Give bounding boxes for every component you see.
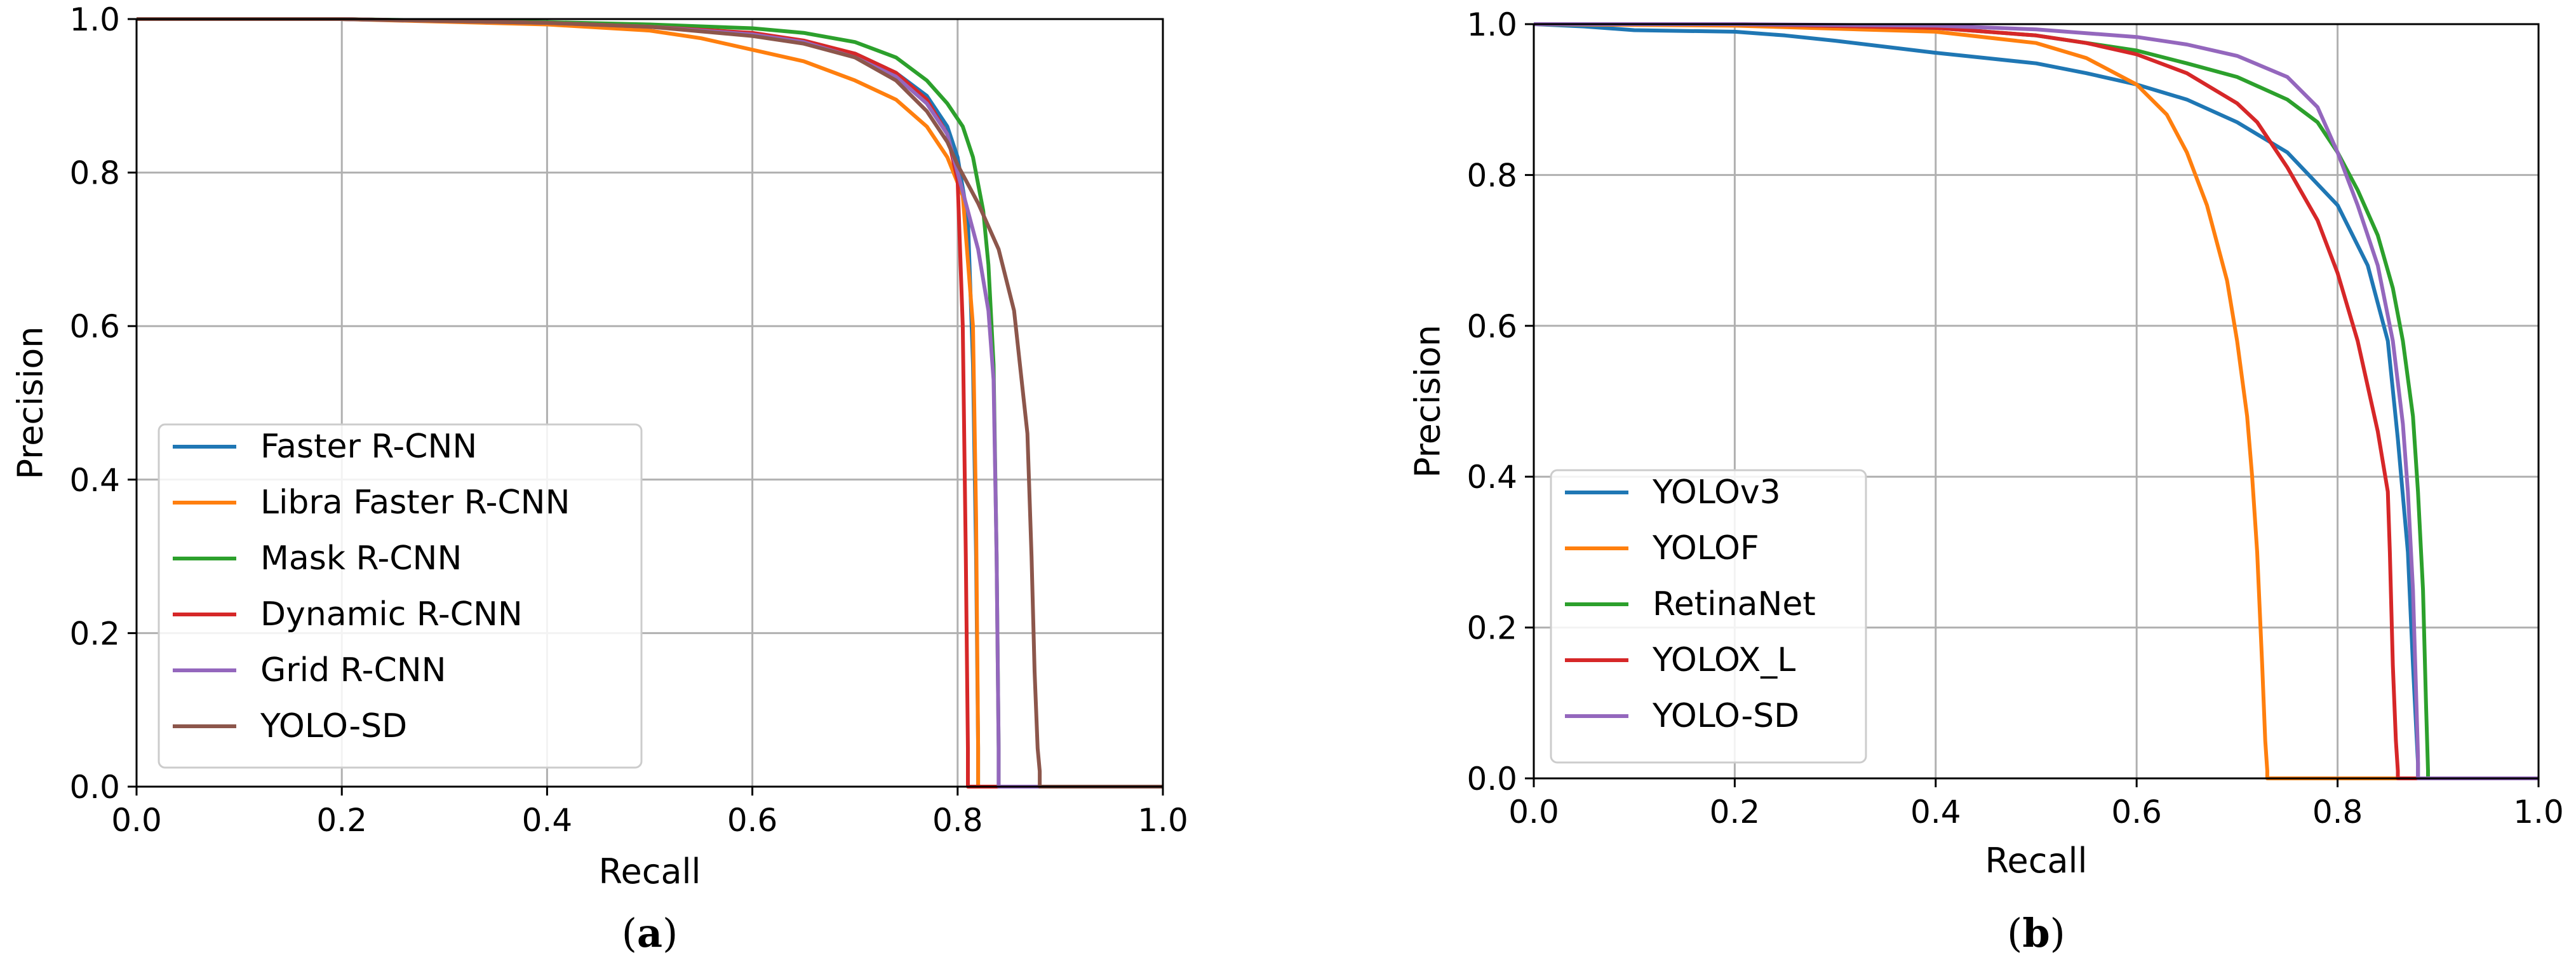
- series-line-yolo-sd: [137, 17, 1163, 789]
- legend-box: [158, 423, 643, 769]
- x-tick-label: 0.8: [932, 802, 983, 839]
- legend-label: YOLOF: [1652, 529, 1759, 567]
- legend-label: RetinaNet: [1653, 585, 1816, 623]
- x-tick-label: 1.0: [1137, 802, 1188, 839]
- x-tick-label: 0.0: [1508, 794, 1559, 830]
- x-tick-label: 0.2: [316, 802, 367, 839]
- legend-label: Dynamic R-CNN: [260, 595, 523, 634]
- legend: YOLOv3 YOLOF RetinaNet YOLOX_L YOLO-SD: [1550, 469, 1867, 764]
- y-tick-label: 0.0: [1466, 761, 1517, 797]
- x-tick-label: 0.4: [522, 802, 573, 839]
- axes-frame: [135, 18, 1164, 788]
- y-tick-label: 0.6: [69, 308, 120, 345]
- legend-label: Libra Faster R-CNN: [260, 484, 570, 522]
- series-line-yolov3: [1533, 22, 2539, 780]
- y-tick-label: 0.2: [1466, 610, 1517, 647]
- legend: Faster R-CNN Libra Faster R-CNN Mask R-CNN…: [158, 423, 643, 769]
- x-axis-title: Recall: [1985, 841, 2087, 881]
- y-axis-title: Precision: [11, 327, 51, 480]
- series-lines: [137, 17, 1163, 789]
- x-tick-label: 0.6: [727, 802, 778, 839]
- legend-label: YOLO-SD: [1652, 697, 1799, 735]
- legend-label: YOLOv3: [1652, 473, 1781, 512]
- x-tick-label: 0.8: [2312, 794, 2363, 830]
- x-tick-label: 0.4: [1910, 794, 1961, 830]
- series-line-yolox-l: [1534, 22, 2539, 780]
- series-line-libra-faster-r-cnn: [137, 17, 1163, 789]
- x-tick-label: 0.0: [111, 802, 162, 839]
- chart-panel-b: 0.0 0.2 0.4 0.6 0.8 1.0 0.0 0.2 0.4 0.6 0.8 1.0 Reca…: [1408, 6, 2564, 956]
- series-line-yolo-sd: [1534, 22, 2539, 780]
- panel-caption: (a): [622, 910, 678, 956]
- x-tick-label: 1.0: [2513, 794, 2564, 830]
- axes-frame: [1533, 23, 2540, 780]
- legend-label: Mask R-CNN: [260, 539, 462, 578]
- series-lines: [1533, 22, 2539, 780]
- y-axis-title: Precision: [1408, 325, 1448, 478]
- y-tick-label: 0.0: [69, 769, 120, 806]
- y-tick-label: 0.8: [69, 155, 120, 192]
- y-tick-label: 0.8: [1466, 157, 1517, 194]
- tick-labels: 0.0 0.2 0.4 0.6 0.8 1.0 0.0 0.2 0.4 0.6 0.8 1.0: [69, 1, 1188, 839]
- series-line-yolof: [1533, 22, 2539, 780]
- x-tick-label: 0.6: [2111, 794, 2162, 830]
- chart-panel-a: 0.0 0.2 0.4 0.6 0.8 1.0 0.0 0.2 0.4 0.6 0.8 1.0 Reca…: [11, 1, 1188, 956]
- legend-label: YOLOX_L: [1652, 641, 1795, 679]
- y-tick-label: 0.4: [1466, 459, 1517, 496]
- y-tick-label: 1.0: [1466, 6, 1517, 43]
- y-tick-label: 0.2: [69, 615, 120, 652]
- x-tick-label: 0.2: [1710, 794, 1761, 830]
- legend-box: [1550, 469, 1867, 764]
- y-tick-label: 0.6: [1466, 308, 1517, 345]
- x-axis-title: Recall: [598, 851, 701, 891]
- legend-label: YOLO-SD: [260, 707, 407, 745]
- panel-caption: (b): [2007, 910, 2065, 956]
- y-tick-label: 0.4: [69, 462, 120, 499]
- legend-label: Grid R-CNN: [260, 651, 446, 689]
- y-tick-label: 1.0: [69, 1, 120, 38]
- legend-label: Faster R-CNN: [260, 428, 477, 466]
- tick-labels: 0.0 0.2 0.4 0.6 0.8 1.0 0.0 0.2 0.4 0.6 0.8 1.0: [1466, 6, 2563, 830]
